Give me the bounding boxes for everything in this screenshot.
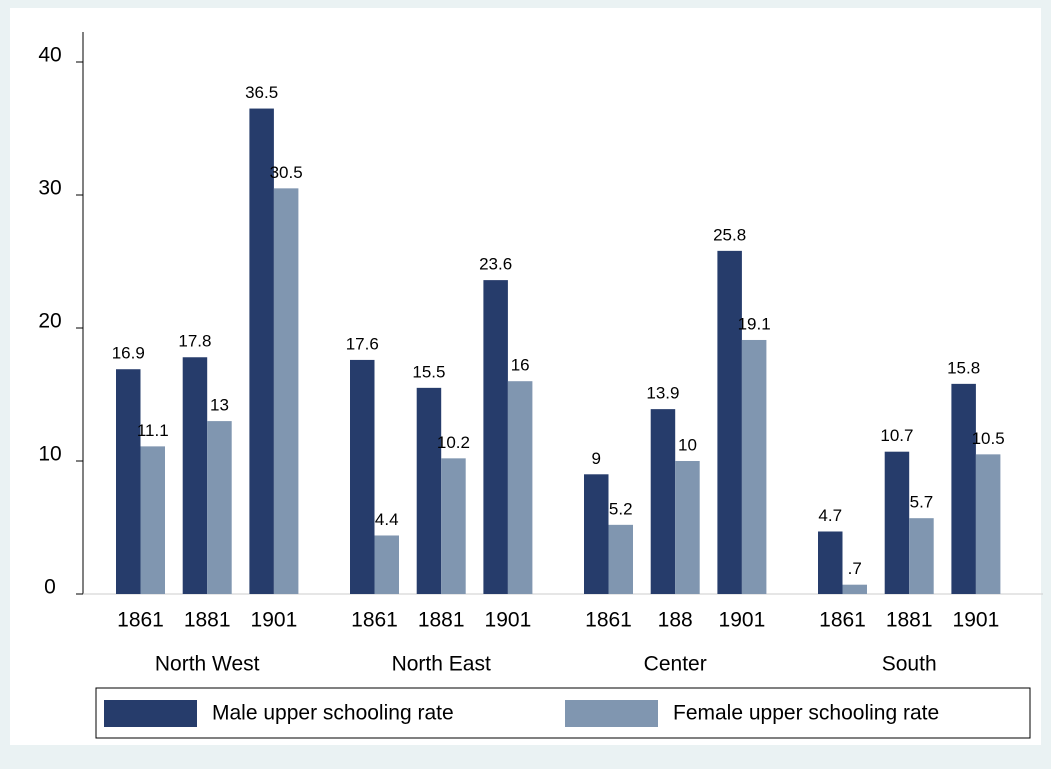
value-label: 11.1 <box>137 421 169 440</box>
x-tick-label: 1881 <box>886 609 933 632</box>
y-tick-label: 40 <box>38 44 61 67</box>
x-tick-label: 1881 <box>418 609 465 632</box>
value-label: 36.5 <box>245 83 278 102</box>
x-tick-label: 188 <box>658 609 693 632</box>
bar <box>483 280 508 594</box>
bar <box>116 369 141 594</box>
graph-region <box>10 8 1041 745</box>
bar <box>507 381 533 594</box>
bar <box>717 250 742 595</box>
bar <box>416 387 442 594</box>
bar <box>951 383 976 594</box>
bar <box>741 339 767 594</box>
group-label: Center <box>644 653 707 676</box>
bar <box>884 451 910 594</box>
bar <box>273 188 299 594</box>
legend-label: Male upper schooling rate <box>212 702 454 725</box>
value-label: 9 <box>592 449 601 468</box>
value-label: 19.1 <box>738 314 771 333</box>
value-label: 10.5 <box>972 429 1005 448</box>
value-label: 15.5 <box>412 362 445 381</box>
bar <box>608 524 633 594</box>
bar <box>975 454 1001 594</box>
x-tick-label: 1861 <box>819 609 866 632</box>
bar <box>650 409 676 594</box>
value-label: 4.7 <box>818 506 842 525</box>
legend-box <box>95 687 1031 739</box>
bar <box>207 421 232 594</box>
x-tick-label: 1901 <box>719 609 766 632</box>
value-label: 5.2 <box>609 499 633 518</box>
x-tick-label: 1861 <box>351 609 398 632</box>
value-label: 13 <box>210 396 229 415</box>
bar <box>350 359 375 594</box>
value-label: 10.7 <box>880 426 913 445</box>
value-label: 4.4 <box>375 510 399 529</box>
legend-swatch <box>104 700 197 727</box>
value-label: .7 <box>848 559 862 578</box>
value-label: 10.2 <box>437 433 470 452</box>
value-label: 5.7 <box>910 493 934 512</box>
x-tick-label: 1901 <box>953 609 1000 632</box>
bar <box>374 535 399 594</box>
value-label: 16.9 <box>112 344 145 363</box>
x-tick-label: 1901 <box>251 609 298 632</box>
y-tick-label: 10 <box>38 443 61 466</box>
group-label: South <box>882 653 937 676</box>
group-label: North West <box>155 653 260 676</box>
bar <box>818 531 843 594</box>
bar <box>842 584 867 594</box>
y-tick-label: 30 <box>38 177 61 200</box>
bar <box>675 461 700 594</box>
value-label: 30.5 <box>270 163 303 182</box>
legend-label: Female upper schooling rate <box>673 702 939 725</box>
x-tick-label: 1881 <box>184 609 231 632</box>
value-label: 15.8 <box>947 358 980 377</box>
bar <box>140 446 165 594</box>
value-label: 13.9 <box>646 384 679 403</box>
y-tick-label: 20 <box>38 310 61 333</box>
x-tick-label: 1861 <box>585 609 632 632</box>
bar <box>584 474 609 594</box>
value-label: 10 <box>678 435 697 454</box>
y-tick-label: 0 <box>44 576 56 599</box>
value-label: 17.6 <box>346 334 379 353</box>
value-label: 25.8 <box>713 225 746 244</box>
bar <box>909 518 934 594</box>
x-tick-label: 1861 <box>117 609 164 632</box>
group-label: North East <box>392 653 491 676</box>
x-tick-label: 1901 <box>485 609 532 632</box>
legend-swatch <box>565 700 658 727</box>
value-label: 17.8 <box>178 332 211 351</box>
bar <box>182 357 208 594</box>
bar <box>249 108 274 595</box>
bar <box>441 458 466 594</box>
value-label: 16 <box>511 356 530 375</box>
value-label: 23.6 <box>479 255 512 274</box>
